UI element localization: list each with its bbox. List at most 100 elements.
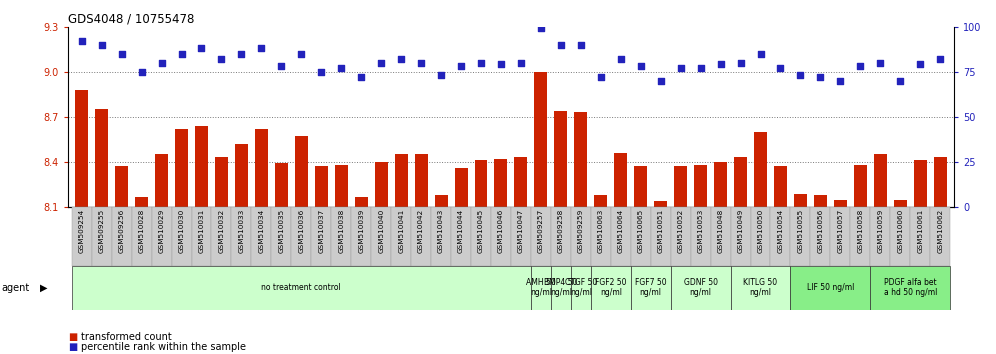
Text: CTGF 50
ng/ml: CTGF 50 ng/ml (565, 278, 597, 297)
Point (114, 51, 129, 56)
Point (712, 62, 728, 67)
Text: ■: ■ (68, 332, 77, 342)
Text: no treatment control: no treatment control (261, 283, 342, 292)
Text: GSM509259: GSM509259 (578, 209, 584, 253)
Point (213, 56, 229, 62)
Bar (355, 196, 368, 207)
Bar (251, 207, 271, 266)
Bar (551, 266, 571, 310)
Text: GSM510048: GSM510048 (717, 209, 723, 253)
Bar (930, 207, 950, 266)
Bar (871, 266, 950, 310)
Bar (754, 132, 767, 207)
Text: GSM510052: GSM510052 (677, 209, 683, 253)
Text: GSM510030: GSM510030 (178, 209, 184, 253)
Point (294, 51, 310, 56)
Bar (531, 207, 551, 266)
Point (613, 56, 628, 62)
Bar (275, 164, 288, 207)
Text: GSM510051: GSM510051 (657, 209, 663, 253)
Bar (814, 195, 827, 207)
Bar (131, 207, 151, 266)
Text: GSM510065: GSM510065 (637, 209, 643, 253)
Bar (571, 207, 591, 266)
Bar (471, 207, 491, 266)
Bar (491, 207, 511, 266)
Point (133, 69, 149, 75)
Bar (774, 166, 787, 207)
Text: GSM510049: GSM510049 (738, 209, 744, 253)
Bar (611, 207, 630, 266)
Bar (372, 207, 391, 266)
Bar (271, 207, 292, 266)
Text: GSM510058: GSM510058 (858, 209, 864, 253)
Bar (474, 160, 487, 207)
Bar (151, 207, 171, 266)
Text: GSM510028: GSM510028 (138, 209, 144, 253)
Point (493, 62, 509, 67)
Bar (551, 207, 571, 266)
Bar (834, 200, 847, 207)
Bar (873, 154, 886, 207)
Text: GSM510031: GSM510031 (198, 209, 204, 253)
Bar (312, 207, 332, 266)
Bar (135, 196, 148, 207)
Bar (335, 165, 348, 207)
Bar (555, 111, 568, 207)
Bar (295, 136, 308, 207)
Point (433, 73, 449, 78)
Bar (96, 109, 109, 207)
Text: BMP4 50
ng/ml: BMP4 50 ng/ml (544, 278, 578, 297)
Bar (235, 144, 248, 207)
Text: agent: agent (1, 282, 29, 293)
Bar (155, 154, 168, 207)
Bar (195, 126, 208, 207)
Text: LIF 50 ng/ml: LIF 50 ng/ml (807, 283, 855, 292)
Bar (175, 129, 188, 207)
Point (253, 45, 269, 51)
Text: GSM510047: GSM510047 (518, 209, 524, 253)
Text: GSM510046: GSM510046 (498, 209, 504, 253)
Point (813, 74, 829, 80)
Bar (92, 207, 112, 266)
Point (453, 63, 469, 69)
Bar (451, 207, 471, 266)
Text: GSM510043: GSM510043 (438, 209, 444, 253)
Bar (690, 207, 710, 266)
Text: GDNF 50
ng/ml: GDNF 50 ng/ml (683, 278, 717, 297)
Bar (374, 162, 387, 207)
Bar (511, 207, 531, 266)
Bar (431, 207, 451, 266)
Bar (411, 207, 431, 266)
Bar (851, 207, 871, 266)
Point (793, 73, 809, 78)
Point (692, 65, 708, 71)
Point (773, 65, 789, 71)
Bar (116, 166, 128, 207)
Point (314, 69, 330, 75)
Bar (434, 195, 447, 207)
Point (473, 60, 489, 65)
Point (652, 78, 668, 84)
Text: AMH 50
ng/ml: AMH 50 ng/ml (526, 278, 556, 297)
Bar (394, 154, 407, 207)
Text: GSM510050: GSM510050 (758, 209, 764, 253)
Bar (571, 266, 591, 310)
Text: GSM510035: GSM510035 (278, 209, 284, 253)
Text: GSM510062: GSM510062 (937, 209, 943, 253)
Bar (591, 266, 630, 310)
Bar (171, 207, 191, 266)
Point (334, 65, 350, 71)
Bar (831, 207, 851, 266)
Bar (854, 165, 867, 207)
Bar (634, 166, 647, 207)
Point (513, 60, 529, 65)
Bar (215, 158, 228, 207)
Text: PDGF alfa bet
a hd 50 ng/ml: PDGF alfa bet a hd 50 ng/ml (883, 278, 937, 297)
Bar (710, 207, 730, 266)
Bar (72, 266, 531, 310)
Text: GSM509254: GSM509254 (79, 209, 85, 253)
Text: GDS4048 / 10755478: GDS4048 / 10755478 (68, 12, 194, 25)
Bar (670, 266, 730, 310)
Bar (515, 158, 528, 207)
